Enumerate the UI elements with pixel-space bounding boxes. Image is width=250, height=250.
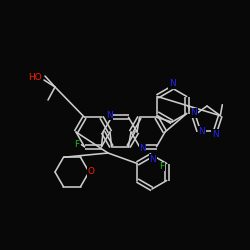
Text: N: N bbox=[139, 144, 146, 153]
Text: N: N bbox=[190, 108, 197, 117]
Text: N: N bbox=[150, 154, 156, 164]
Text: O: O bbox=[88, 168, 94, 176]
Text: N: N bbox=[106, 111, 113, 120]
Text: HO: HO bbox=[28, 72, 42, 82]
Text: N: N bbox=[168, 80, 175, 88]
Text: N: N bbox=[212, 130, 218, 139]
Text: F: F bbox=[159, 162, 164, 171]
Text: O: O bbox=[88, 168, 94, 176]
Text: F: F bbox=[74, 140, 79, 149]
Text: N: N bbox=[198, 127, 205, 136]
